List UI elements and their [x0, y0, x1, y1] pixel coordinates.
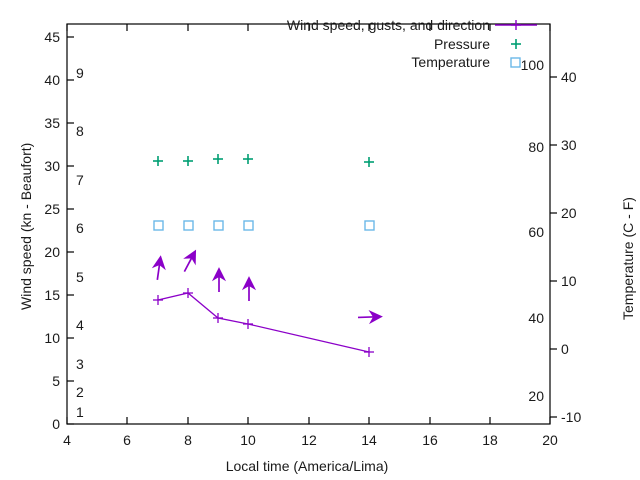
pressure-marker [213, 154, 223, 164]
y-tick-knots: 20 [44, 244, 60, 260]
y-tick-fahrenheit: 60 [528, 224, 544, 240]
y-tick-knots: 30 [44, 158, 60, 174]
pressure-series [153, 154, 374, 167]
gust-arrow [151, 255, 166, 281]
wind-gust-arrows [151, 249, 383, 325]
temperature-series [153, 220, 375, 231]
y-tick-knots: 40 [44, 72, 60, 88]
legend-pressure-marker [511, 39, 521, 49]
temperature-marker [153, 220, 164, 231]
y-tick-celsius: 30 [561, 137, 577, 153]
wind-speed-marker [183, 288, 193, 298]
y-tick-beaufort: 6 [76, 220, 84, 236]
y-tick-celsius: 40 [561, 69, 577, 85]
y-tick-beaufort: 8 [76, 123, 84, 139]
x-tick-label: 6 [123, 432, 131, 448]
y-tick-beaufort: 7 [76, 172, 84, 188]
y-tick-beaufort: 9 [76, 65, 84, 81]
x-axis-title: Local time (America/Lima) [225, 458, 389, 474]
temperature-marker [183, 220, 194, 231]
y-tick-celsius: 10 [561, 273, 577, 289]
legend-markers [495, 20, 537, 68]
x-tick-label: 8 [184, 432, 192, 448]
y-tick-knots: 5 [52, 373, 60, 389]
y-tick-knots: 35 [44, 115, 60, 131]
wind-speed-marker [243, 319, 253, 329]
legend-wind-marker [495, 20, 537, 30]
y-tick-knots: 10 [44, 330, 60, 346]
plot-border [66, 23, 551, 425]
y-tick-celsius: -10 [561, 409, 582, 425]
x-tick-label: 10 [240, 432, 256, 448]
y-tick-beaufort: 5 [76, 269, 84, 285]
legend-temperature-marker [510, 57, 521, 68]
temperature-marker [213, 220, 224, 231]
y-tick-knots: 15 [44, 287, 60, 303]
legend-label-wind: Wind speed, gusts, and direction [286, 17, 490, 33]
y-axis-title-right: Temperature (C - F) [620, 197, 636, 320]
y-tick-knots: 25 [44, 201, 60, 217]
y-tick-beaufort: 2 [76, 384, 84, 400]
y-tick-fahrenheit: 80 [528, 139, 544, 155]
pressure-marker [183, 156, 193, 166]
y-tick-fahrenheit: 100 [520, 57, 544, 73]
legend-label-pressure: Pressure [433, 36, 490, 52]
x-tick-label: 18 [482, 432, 498, 448]
pressure-marker [243, 154, 253, 164]
y-tick-celsius: 0 [561, 341, 569, 357]
pressure-marker [364, 157, 374, 167]
y-axis-right-ticks [550, 76, 557, 418]
y-tick-beaufort: 3 [76, 356, 84, 372]
x-axis-ticks [66, 24, 551, 424]
y-axis-title-left: Wind speed (kn - Beaufort) [18, 142, 34, 310]
x-tick-label: 4 [63, 432, 71, 448]
wind-speed-line [157, 292, 370, 353]
legend-label-temperature: Temperature [411, 54, 490, 70]
gust-arrow [211, 267, 227, 292]
y-tick-fahrenheit: 40 [528, 310, 544, 326]
y-tick-celsius: 20 [561, 205, 577, 221]
y-tick-beaufort: 4 [76, 317, 84, 333]
wind-speed-marker [213, 313, 223, 323]
wind-speed-series [153, 288, 374, 357]
y-tick-fahrenheit: 20 [528, 388, 544, 404]
x-tick-label: 20 [542, 432, 558, 448]
temperature-marker [243, 220, 254, 231]
wind-speed-marker [153, 295, 163, 305]
gust-arrow [241, 276, 257, 301]
gust-arrow [357, 309, 383, 325]
wind-speed-marker [364, 347, 374, 357]
y-tick-beaufort: 1 [76, 404, 84, 420]
y-axis-left-ticks [67, 36, 74, 425]
pressure-marker [153, 156, 163, 166]
temperature-marker [364, 220, 375, 231]
x-tick-label: 14 [361, 432, 377, 448]
x-tick-label: 16 [422, 432, 438, 448]
x-tick-label: 12 [301, 432, 317, 448]
y-tick-knots: 0 [52, 416, 60, 432]
y-tick-knots: 45 [44, 29, 60, 45]
gust-arrow [183, 249, 197, 272]
